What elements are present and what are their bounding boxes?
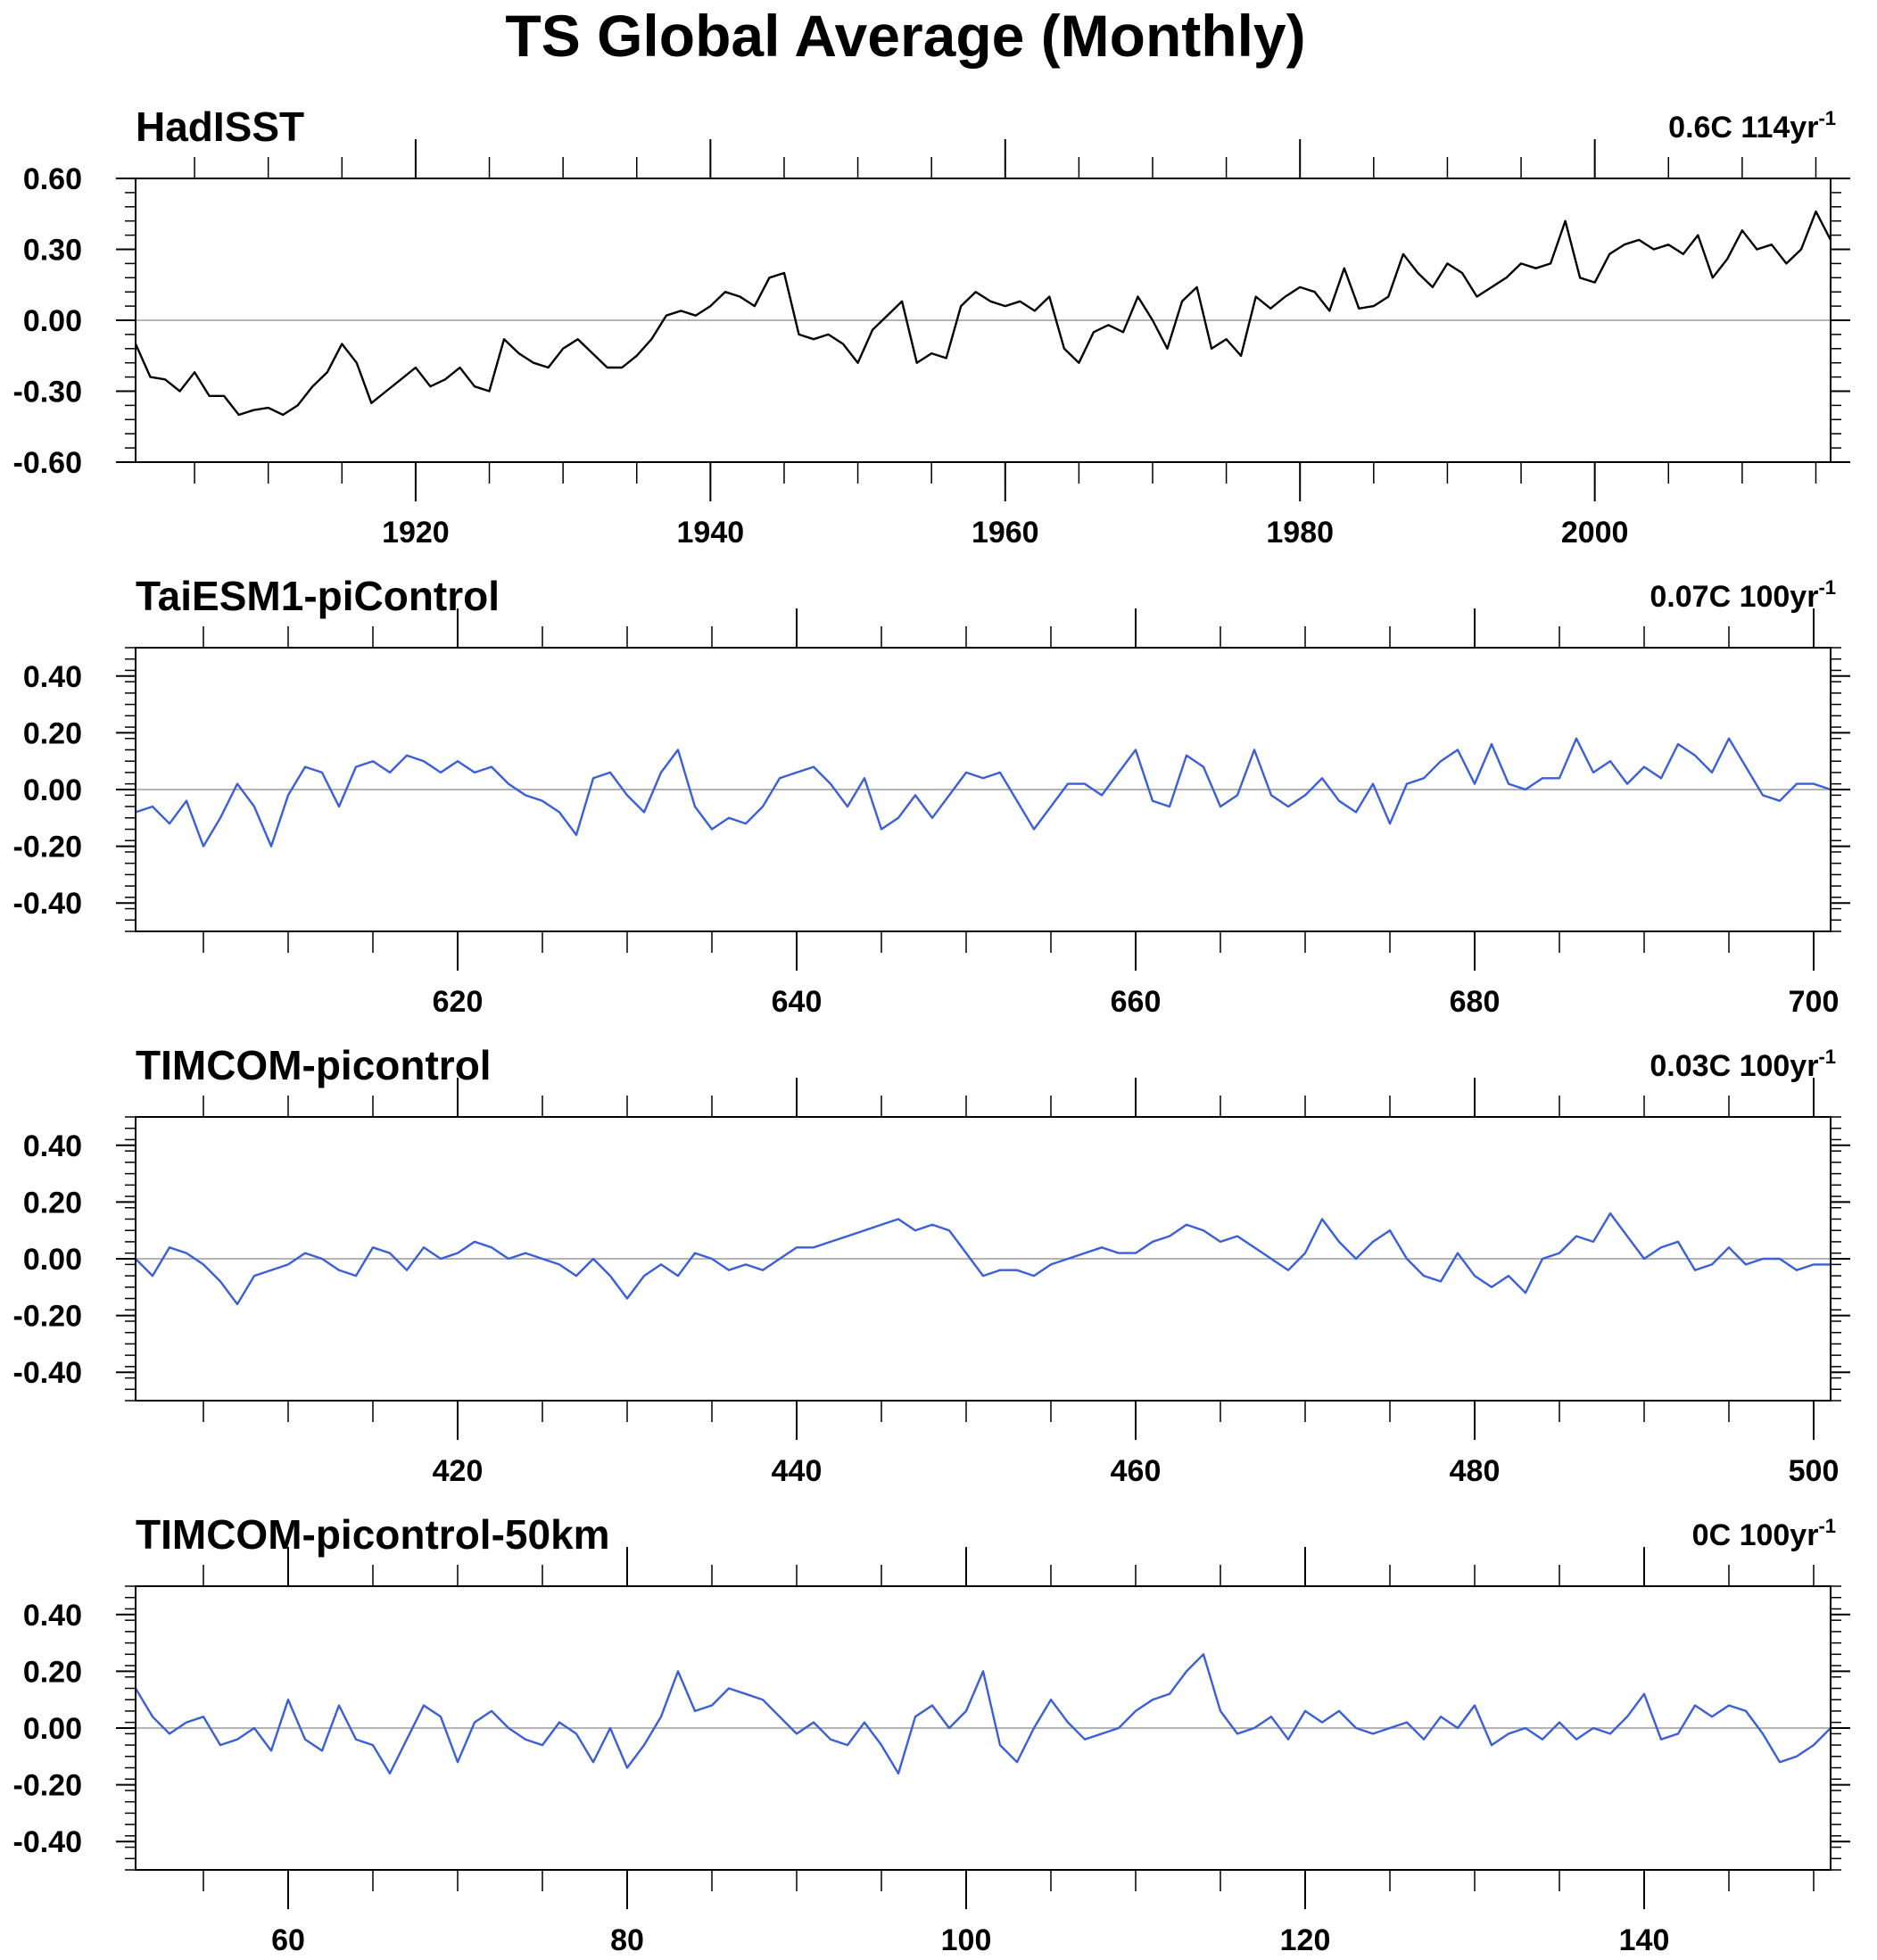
y-tick-label: 0.20 (23, 1655, 82, 1689)
y-tick-label: 0.30 (23, 234, 82, 268)
plot-frame (135, 1585, 1832, 1871)
figure-title: TS Global Average (Monthly) (505, 3, 1306, 69)
panel-title: TaiESM1-piControl (136, 573, 500, 619)
x-tick-label: 480 (1450, 1454, 1501, 1488)
trend-label: 0.07C 100yr-1 (1650, 576, 1836, 614)
x-tick-label: 680 (1450, 985, 1501, 1019)
y-tick-label: 0.00 (23, 1712, 82, 1746)
y-tick-label: 0.00 (23, 773, 82, 807)
trend-label: 0.03C 100yr-1 (1650, 1046, 1836, 1083)
panel-3: TIMCOM-picontrol-50km 0C 100yr-1 0.40 0.20 0… (13, 1511, 1850, 1957)
y-tick-label: 0.20 (23, 1186, 82, 1220)
y-tick-label: -0.40 (13, 887, 83, 921)
x-tick-label: 1940 (677, 516, 745, 550)
x-tick-label: 660 (1111, 985, 1162, 1019)
y-tick-label: 0.00 (23, 1243, 82, 1277)
y-tick-label: 0.00 (23, 304, 82, 338)
x-tick-label: 1980 (1266, 516, 1334, 550)
y-tick-label: 0.60 (23, 162, 82, 196)
y-tick-label: -0.60 (13, 446, 83, 480)
x-tick-label: 640 (772, 985, 823, 1019)
x-tick-label: 1920 (382, 516, 450, 550)
y-tick-label: -0.40 (13, 1825, 83, 1859)
series-line (134, 1653, 1832, 1775)
y-tick-label: 0.40 (23, 1129, 82, 1163)
plot-frame (135, 178, 1832, 463)
trend-label: 0C 100yr-1 (1692, 1515, 1836, 1552)
y-tick-label: -0.20 (13, 831, 83, 864)
panel-title: HadISST (136, 103, 304, 150)
panel-title: TIMCOM-picontrol (136, 1042, 492, 1088)
x-tick-label: 1960 (972, 516, 1039, 550)
x-tick-label: 2000 (1561, 516, 1629, 550)
x-tick-label: 440 (772, 1454, 823, 1488)
plot-frame (135, 647, 1832, 932)
y-tick-label: -0.20 (13, 1769, 83, 1803)
x-tick-label: 60 (271, 1923, 305, 1957)
x-tick-label: 620 (433, 985, 484, 1019)
series-line (135, 737, 1832, 848)
panel-2: TIMCOM-picontrol 0.03C 100yr-1 0.40 0.20 0.0… (13, 1042, 1850, 1488)
x-tick-label: 700 (1789, 985, 1840, 1019)
y-tick-label: 0.20 (23, 716, 82, 750)
y-tick-label: 0.40 (23, 660, 82, 694)
x-tick-label: 420 (433, 1454, 484, 1488)
x-tick-label: 100 (941, 1923, 992, 1957)
panel-0: HadISST 0.6C 114yr-1 0.60 0.30 0.00 -0.30 -0.6… (13, 103, 1850, 550)
y-tick-label: -0.40 (13, 1356, 83, 1390)
x-tick-label: 140 (1619, 1923, 1670, 1957)
x-tick-label: 460 (1111, 1454, 1162, 1488)
plot-frame (135, 1116, 1832, 1402)
y-tick-label: -0.20 (13, 1300, 83, 1334)
x-tick-label: 500 (1789, 1454, 1840, 1488)
y-tick-label: -0.30 (13, 376, 83, 409)
y-tick-label: 0.40 (23, 1599, 82, 1633)
series-line (134, 210, 1832, 417)
panel-1: TaiESM1-piControl 0.07C 100yr-1 0.40 0.20 0.… (13, 573, 1850, 1019)
x-tick-label: 80 (610, 1923, 644, 1957)
panel-title: TIMCOM-picontrol-50km (136, 1511, 610, 1558)
x-tick-label: 120 (1280, 1923, 1331, 1957)
trend-label: 0.6C 114yr-1 (1668, 107, 1836, 145)
series-line (135, 1212, 1831, 1306)
